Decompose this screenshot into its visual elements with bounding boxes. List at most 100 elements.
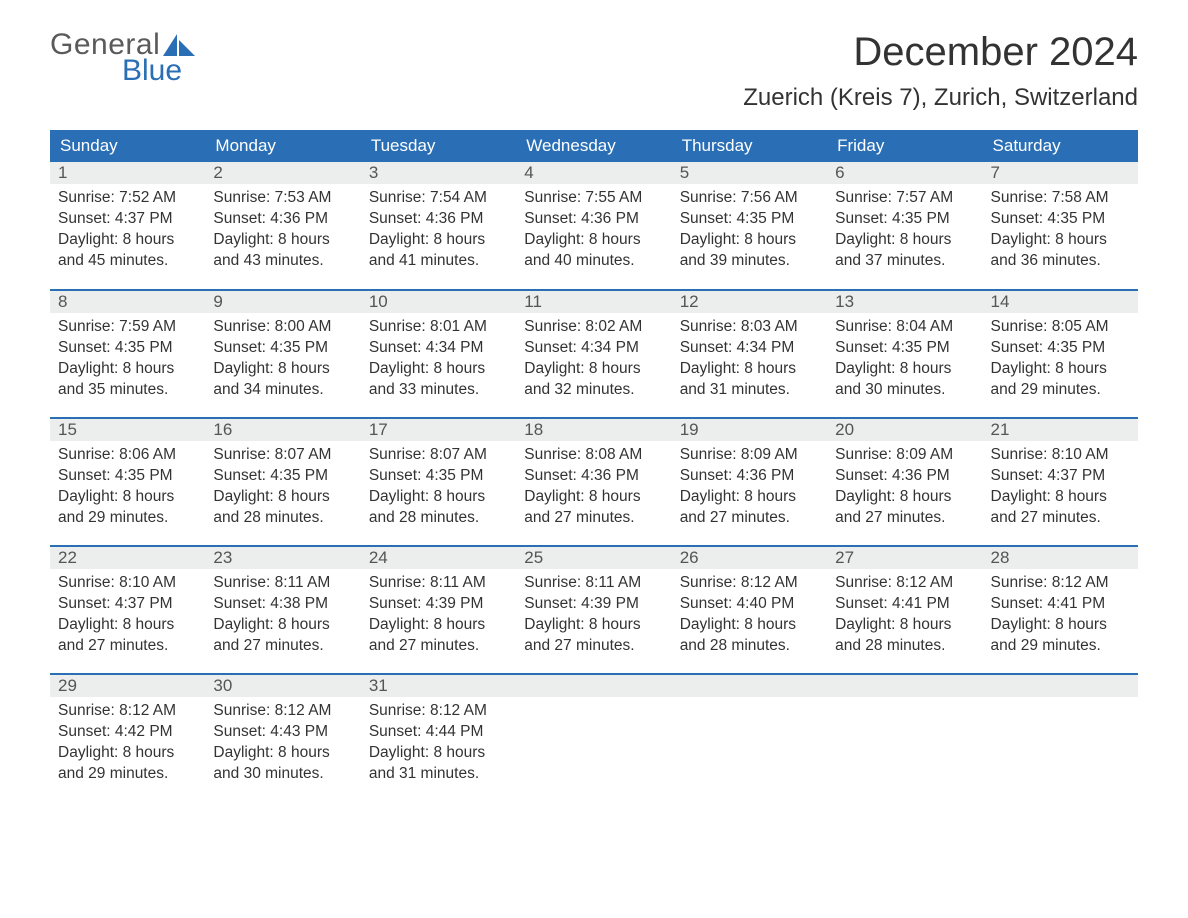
daylight-line: Daylight: 8 hours and 28 minutes. xyxy=(369,487,508,529)
sunrise-line: Sunrise: 8:11 AM xyxy=(213,573,352,594)
calendar-day-cell: 16Sunrise: 8:07 AMSunset: 4:35 PMDayligh… xyxy=(205,418,360,546)
page-header: General Blue December 2024 Zuerich (Krei… xyxy=(50,30,1138,112)
daylight-line: Daylight: 8 hours and 33 minutes. xyxy=(369,359,508,401)
daylight-line: Daylight: 8 hours and 31 minutes. xyxy=(680,359,819,401)
sunset-line: Sunset: 4:36 PM xyxy=(524,209,663,230)
calendar-day-cell: 30Sunrise: 8:12 AMSunset: 4:43 PMDayligh… xyxy=(205,674,360,802)
sunset-line: Sunset: 4:39 PM xyxy=(369,594,508,615)
sunrise-line: Sunrise: 8:09 AM xyxy=(835,445,974,466)
day-details: Sunrise: 8:12 AMSunset: 4:40 PMDaylight:… xyxy=(672,569,827,663)
calendar-day-cell: 24Sunrise: 8:11 AMSunset: 4:39 PMDayligh… xyxy=(361,546,516,674)
day-details: Sunrise: 7:52 AMSunset: 4:37 PMDaylight:… xyxy=(50,184,205,278)
sunrise-line: Sunrise: 8:12 AM xyxy=(991,573,1130,594)
calendar-day-cell: 22Sunrise: 8:10 AMSunset: 4:37 PMDayligh… xyxy=(50,546,205,674)
calendar-day-cell: 12Sunrise: 8:03 AMSunset: 4:34 PMDayligh… xyxy=(672,290,827,418)
day-number: 2 xyxy=(205,162,360,184)
calendar-day-cell: 13Sunrise: 8:04 AMSunset: 4:35 PMDayligh… xyxy=(827,290,982,418)
day-details: Sunrise: 8:02 AMSunset: 4:34 PMDaylight:… xyxy=(516,313,671,407)
day-number: 17 xyxy=(361,419,516,441)
day-number: 20 xyxy=(827,419,982,441)
sunrise-line: Sunrise: 8:12 AM xyxy=(680,573,819,594)
sunset-line: Sunset: 4:35 PM xyxy=(58,466,197,487)
day-number: 3 xyxy=(361,162,516,184)
sunrise-line: Sunrise: 8:12 AM xyxy=(58,701,197,722)
day-number-empty xyxy=(827,675,982,697)
day-number: 11 xyxy=(516,291,671,313)
day-details: Sunrise: 8:12 AMSunset: 4:41 PMDaylight:… xyxy=(827,569,982,663)
daylight-line: Daylight: 8 hours and 30 minutes. xyxy=(835,359,974,401)
sunset-line: Sunset: 4:35 PM xyxy=(835,338,974,359)
calendar-day-cell: 25Sunrise: 8:11 AMSunset: 4:39 PMDayligh… xyxy=(516,546,671,674)
day-details: Sunrise: 8:12 AMSunset: 4:42 PMDaylight:… xyxy=(50,697,205,791)
calendar-day-cell xyxy=(827,674,982,802)
sunrise-line: Sunrise: 8:12 AM xyxy=(369,701,508,722)
sunrise-line: Sunrise: 8:11 AM xyxy=(369,573,508,594)
day-details: Sunrise: 8:09 AMSunset: 4:36 PMDaylight:… xyxy=(827,441,982,535)
daylight-line: Daylight: 8 hours and 29 minutes. xyxy=(991,615,1130,657)
calendar-day-cell: 1Sunrise: 7:52 AMSunset: 4:37 PMDaylight… xyxy=(50,162,205,290)
calendar-day-cell: 10Sunrise: 8:01 AMSunset: 4:34 PMDayligh… xyxy=(361,290,516,418)
sunset-line: Sunset: 4:37 PM xyxy=(58,594,197,615)
sunrise-line: Sunrise: 8:01 AM xyxy=(369,317,508,338)
sunrise-line: Sunrise: 8:08 AM xyxy=(524,445,663,466)
sunrise-line: Sunrise: 8:10 AM xyxy=(991,445,1130,466)
calendar-day-cell: 28Sunrise: 8:12 AMSunset: 4:41 PMDayligh… xyxy=(983,546,1138,674)
day-details: Sunrise: 8:06 AMSunset: 4:35 PMDaylight:… xyxy=(50,441,205,535)
sunrise-line: Sunrise: 8:04 AM xyxy=(835,317,974,338)
calendar-day-cell: 7Sunrise: 7:58 AMSunset: 4:35 PMDaylight… xyxy=(983,162,1138,290)
sunset-line: Sunset: 4:36 PM xyxy=(680,466,819,487)
day-details: Sunrise: 7:58 AMSunset: 4:35 PMDaylight:… xyxy=(983,184,1138,278)
sunset-line: Sunset: 4:36 PM xyxy=(369,209,508,230)
day-number-empty xyxy=(983,675,1138,697)
calendar-week-row: 15Sunrise: 8:06 AMSunset: 4:35 PMDayligh… xyxy=(50,418,1138,546)
calendar-day-cell: 8Sunrise: 7:59 AMSunset: 4:35 PMDaylight… xyxy=(50,290,205,418)
calendar-day-cell: 26Sunrise: 8:12 AMSunset: 4:40 PMDayligh… xyxy=(672,546,827,674)
calendar-table: Sunday Monday Tuesday Wednesday Thursday… xyxy=(50,130,1138,802)
day-details: Sunrise: 8:03 AMSunset: 4:34 PMDaylight:… xyxy=(672,313,827,407)
sunrise-line: Sunrise: 7:57 AM xyxy=(835,188,974,209)
day-details: Sunrise: 7:54 AMSunset: 4:36 PMDaylight:… xyxy=(361,184,516,278)
day-number: 27 xyxy=(827,547,982,569)
day-details: Sunrise: 8:04 AMSunset: 4:35 PMDaylight:… xyxy=(827,313,982,407)
day-number: 26 xyxy=(672,547,827,569)
daylight-line: Daylight: 8 hours and 29 minutes. xyxy=(991,359,1130,401)
day-details: Sunrise: 8:10 AMSunset: 4:37 PMDaylight:… xyxy=(983,441,1138,535)
calendar-day-cell: 2Sunrise: 7:53 AMSunset: 4:36 PMDaylight… xyxy=(205,162,360,290)
daylight-line: Daylight: 8 hours and 43 minutes. xyxy=(213,230,352,272)
day-number: 30 xyxy=(205,675,360,697)
day-details: Sunrise: 8:12 AMSunset: 4:43 PMDaylight:… xyxy=(205,697,360,791)
daylight-line: Daylight: 8 hours and 36 minutes. xyxy=(991,230,1130,272)
day-number: 22 xyxy=(50,547,205,569)
day-details: Sunrise: 8:11 AMSunset: 4:39 PMDaylight:… xyxy=(361,569,516,663)
calendar-day-cell: 3Sunrise: 7:54 AMSunset: 4:36 PMDaylight… xyxy=(361,162,516,290)
sunrise-line: Sunrise: 8:12 AM xyxy=(213,701,352,722)
sunrise-line: Sunrise: 8:11 AM xyxy=(524,573,663,594)
day-details: Sunrise: 7:55 AMSunset: 4:36 PMDaylight:… xyxy=(516,184,671,278)
day-number: 13 xyxy=(827,291,982,313)
daylight-line: Daylight: 8 hours and 28 minutes. xyxy=(835,615,974,657)
day-number: 8 xyxy=(50,291,205,313)
daylight-line: Daylight: 8 hours and 27 minutes. xyxy=(680,487,819,529)
sunset-line: Sunset: 4:39 PM xyxy=(524,594,663,615)
daylight-line: Daylight: 8 hours and 29 minutes. xyxy=(58,743,197,785)
sunrise-line: Sunrise: 8:09 AM xyxy=(680,445,819,466)
sunset-line: Sunset: 4:36 PM xyxy=(524,466,663,487)
sunset-line: Sunset: 4:35 PM xyxy=(680,209,819,230)
day-number: 28 xyxy=(983,547,1138,569)
day-details: Sunrise: 8:09 AMSunset: 4:36 PMDaylight:… xyxy=(672,441,827,535)
daylight-line: Daylight: 8 hours and 45 minutes. xyxy=(58,230,197,272)
day-details: Sunrise: 8:12 AMSunset: 4:41 PMDaylight:… xyxy=(983,569,1138,663)
sunrise-line: Sunrise: 8:06 AM xyxy=(58,445,197,466)
day-number-empty xyxy=(672,675,827,697)
day-number: 18 xyxy=(516,419,671,441)
daylight-line: Daylight: 8 hours and 41 minutes. xyxy=(369,230,508,272)
sunset-line: Sunset: 4:35 PM xyxy=(991,209,1130,230)
sunset-line: Sunset: 4:35 PM xyxy=(835,209,974,230)
sunset-line: Sunset: 4:41 PM xyxy=(835,594,974,615)
day-details: Sunrise: 7:56 AMSunset: 4:35 PMDaylight:… xyxy=(672,184,827,278)
calendar-day-cell: 17Sunrise: 8:07 AMSunset: 4:35 PMDayligh… xyxy=(361,418,516,546)
sunset-line: Sunset: 4:37 PM xyxy=(58,209,197,230)
sunset-line: Sunset: 4:38 PM xyxy=(213,594,352,615)
daylight-line: Daylight: 8 hours and 27 minutes. xyxy=(58,615,197,657)
sunrise-line: Sunrise: 8:03 AM xyxy=(680,317,819,338)
